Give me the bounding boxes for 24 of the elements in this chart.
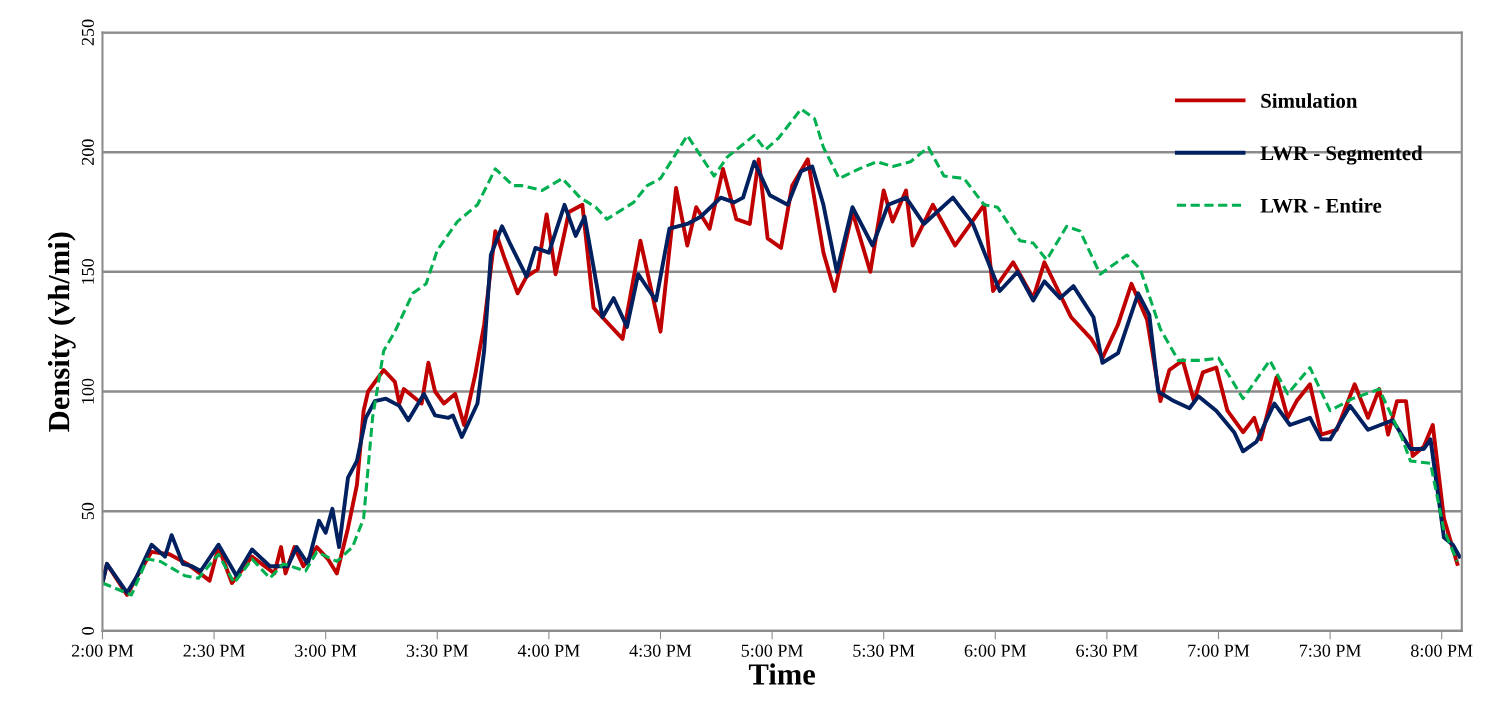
x-tick-label: 7:00 PM xyxy=(1188,644,1250,657)
y-tick-label: 250 xyxy=(81,19,94,46)
y-tick-label: 200 xyxy=(81,139,94,165)
x-tick-label: 6:30 PM xyxy=(1076,644,1138,657)
x-tick-label: 5:00 PM xyxy=(741,644,803,657)
y-tick-label: 100 xyxy=(81,378,94,404)
x-tick-label: 3:30 PM xyxy=(406,644,469,657)
legend-label: Simulation xyxy=(1261,93,1358,108)
legend-label: LWR - Entire xyxy=(1260,198,1382,213)
x-tick-label: 5:30 PM xyxy=(853,644,915,657)
x-tick-label: 7:30 PM xyxy=(1299,644,1361,657)
x-tick-label: 6:00 PM xyxy=(964,644,1027,657)
x-tick-label: 3:00 PM xyxy=(295,644,357,657)
x-tick-label: 4:00 PM xyxy=(517,644,580,657)
y-axis-title: Density (vh/mi) xyxy=(47,232,76,432)
x-axis-title: Time xyxy=(748,663,816,685)
y-tick-label: 0 xyxy=(81,627,94,635)
legend-label: LWR - Segmented xyxy=(1260,145,1423,165)
x-tick-label: 2:30 PM xyxy=(183,644,245,657)
x-tick-label: 4:30 PM xyxy=(629,644,692,657)
y-tick-label: 150 xyxy=(81,258,94,284)
x-tick-label: 2:00 PM xyxy=(71,644,134,657)
y-tick-label: 50 xyxy=(81,502,94,520)
x-tick-label: 8:00 PM xyxy=(1411,644,1473,657)
